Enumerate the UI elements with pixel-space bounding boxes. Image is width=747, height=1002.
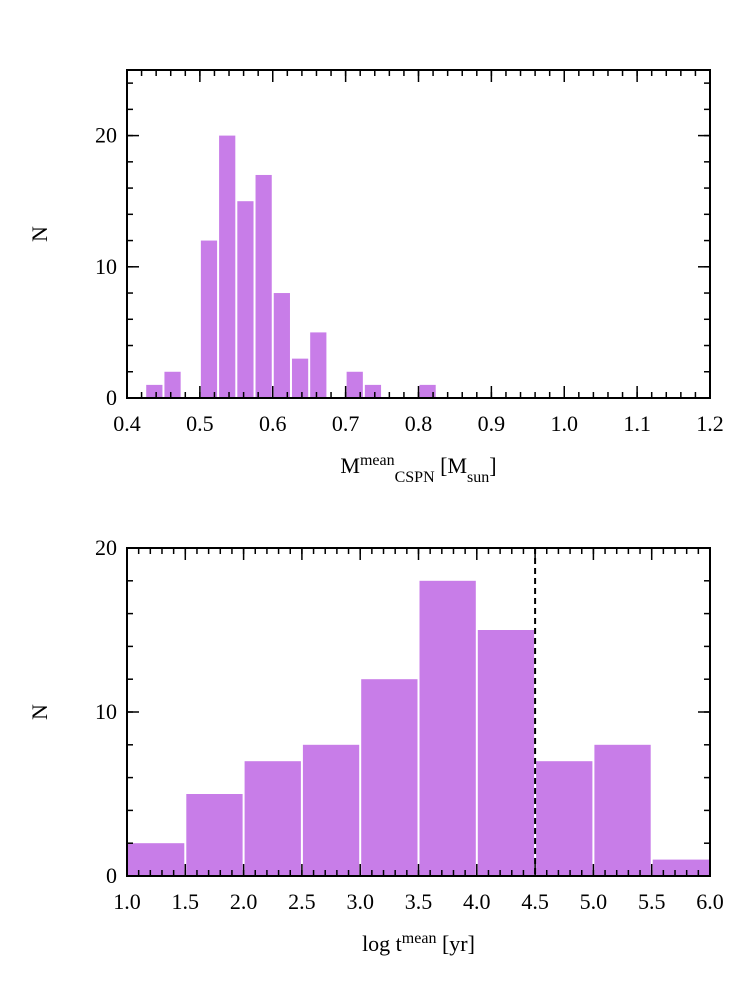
bar [128,843,185,876]
plot-frame [126,547,711,877]
x-axis-label: MmeanCSPN [Msun] [340,452,496,486]
bar [364,384,382,398]
x-axis-label: log tmean [yr] [362,930,475,957]
plot-frame [126,69,711,399]
x-tick-label: 0.5 [186,411,214,436]
y-tick-label: 0 [106,863,117,888]
y-tick-label: 20 [95,123,117,148]
bar [237,201,254,398]
x-axis-label-part: mean [360,452,395,469]
x-tick-label: 2.0 [230,889,258,914]
bar [146,384,163,398]
x-tick-label: 5.5 [638,889,666,914]
bar [200,240,218,398]
x-tick-label: 2.5 [288,889,316,914]
x-tick-label: 1.5 [172,889,200,914]
y-tick-label: 10 [95,254,117,279]
bar [255,174,272,398]
panel: 0.4 0.5 0.6 0.7 0.8 0.9 1.0 1.1 1.2 0 10 20 MmeanCSP… [27,69,724,486]
x-axis-label-part: CSPN [395,469,435,486]
x-tick-label: 4.0 [463,889,491,914]
x-axis-label-part: ] [489,453,496,478]
bar [273,293,290,398]
x-axis-label-part: [M [435,453,467,478]
bar [186,794,243,876]
x-tick-label: 0.7 [332,411,360,436]
bar [291,358,309,398]
y-tick-label: 0 [106,385,117,410]
bar [310,332,327,398]
bar [652,859,709,876]
x-tick-label: 3.0 [346,889,374,914]
bar [477,630,535,876]
x-tick-label: 0.8 [405,411,433,436]
bar [164,371,181,398]
y-axis-label: N [27,226,52,242]
x-tick-label: 3.5 [405,889,433,914]
bar [361,679,418,876]
bar [419,580,476,876]
x-tick-label: 4.5 [521,889,549,914]
bar [346,371,363,398]
x-axis-label-part: M [340,453,360,478]
bar [219,135,236,398]
bar [302,744,360,876]
x-tick-label: 0.6 [259,411,287,436]
x-axis-label-part: log t [362,931,402,956]
x-tick-label: 6.0 [696,889,724,914]
y-axis-label: N [27,704,52,720]
x-tick-label: 1.0 [551,411,579,436]
x-axis-label-part: mean [402,930,437,947]
bar [419,384,436,398]
x-tick-label: 1.0 [113,889,141,914]
x-axis-label-part: sun [467,469,489,486]
x-axis-label-part: [yr] [436,931,474,956]
x-tick-label: 1.1 [623,411,651,436]
x-tick-label: 1.2 [696,411,724,436]
y-tick-label: 10 [95,699,117,724]
bar [536,761,593,876]
y-tick-label: 20 [95,535,117,560]
panel: 1.0 1.5 2.0 2.5 3.0 3.5 4.0 4.5 5.0 5.5 6.0 0 10 20 lo… [27,535,724,956]
bar [594,744,651,876]
x-tick-label: 0.9 [478,411,506,436]
x-tick-label: 0.4 [113,411,141,436]
bar [244,761,301,876]
x-tick-label: 5.0 [580,889,608,914]
